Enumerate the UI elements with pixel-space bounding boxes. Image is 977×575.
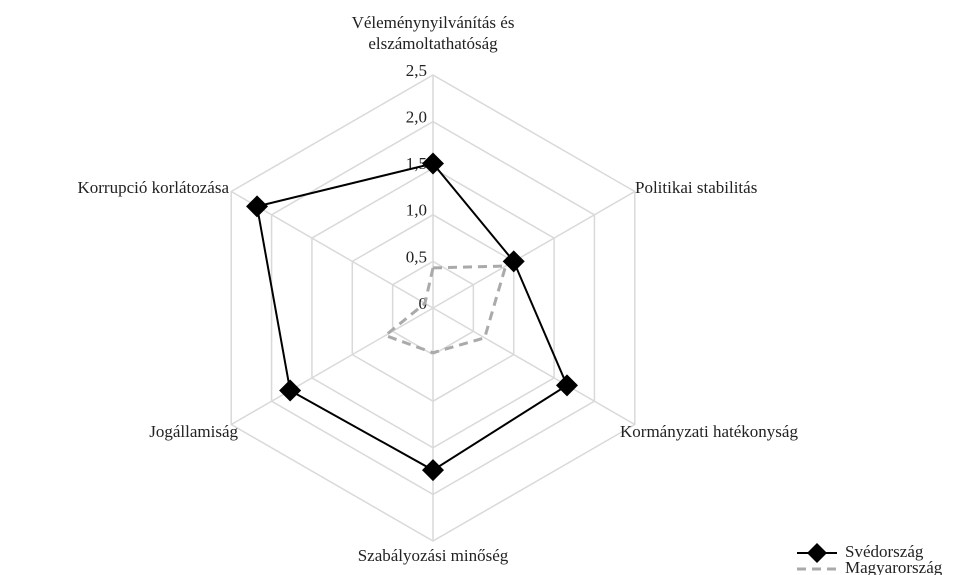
legend-label: Svédország	[845, 542, 924, 561]
category-label: Szabályozási minőség	[357, 546, 509, 565]
r-tick-label: 2,5	[406, 61, 427, 80]
data-point	[246, 195, 269, 218]
axis-spoke	[432, 190, 636, 309]
data-point	[555, 374, 578, 397]
axis-spoke	[230, 307, 434, 426]
r-tick-label: 2,0	[406, 108, 427, 127]
data-point	[422, 152, 444, 175]
category-label: Korrupció korlátozása	[77, 178, 229, 197]
series-line	[382, 264, 508, 355]
data-point	[279, 379, 302, 402]
data-point	[422, 459, 444, 482]
axis-spoke	[432, 307, 636, 426]
legend-label: Magyarország	[845, 558, 943, 575]
r-tick-label: 0,5	[406, 247, 427, 266]
category-label: Jogállamiság	[149, 422, 238, 441]
axis-spoke	[230, 190, 434, 309]
category-label: Politikai stabilitás	[635, 178, 758, 197]
legend-marker	[807, 543, 827, 563]
category-label: Véleménynyilvánítás és elszámoltathatósá…	[351, 13, 515, 53]
r-tick-label: 1,0	[406, 201, 427, 220]
data-point	[502, 250, 525, 273]
category-label: Kormányzati hatékonyság	[620, 422, 798, 441]
